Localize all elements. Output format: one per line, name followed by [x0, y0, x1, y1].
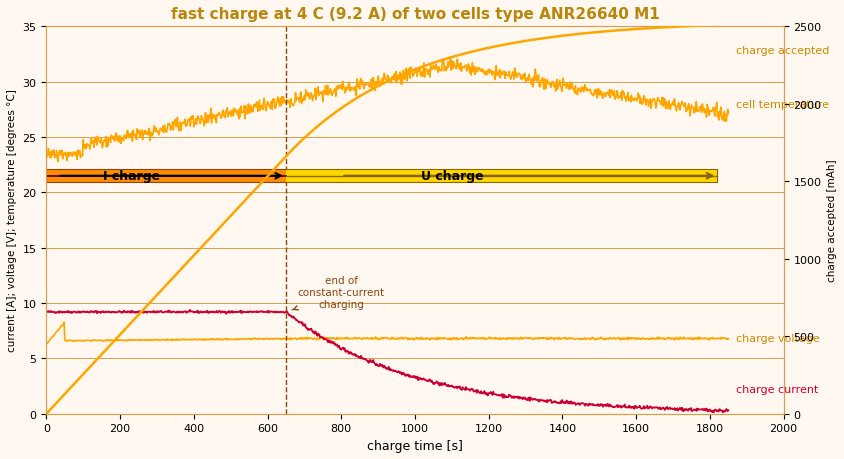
Bar: [286, 170, 717, 183]
Text: charge current: charge current: [736, 385, 818, 395]
Bar: [46, 170, 286, 183]
Y-axis label: current [A]; voltage [V]; temperature [degrees °C]: current [A]; voltage [V]; temperature [d…: [7, 90, 17, 352]
Text: end of
constant-current
charging: end of constant-current charging: [292, 276, 385, 310]
Title: fast charge at 4 C (9.2 A) of two cells type ANR26640 M1: fast charge at 4 C (9.2 A) of two cells …: [170, 7, 659, 22]
Text: charge accepted: charge accepted: [736, 45, 829, 56]
Text: charge voltage: charge voltage: [736, 334, 820, 344]
Text: U charge: U charge: [420, 169, 483, 182]
X-axis label: charge time [s]: charge time [s]: [367, 439, 463, 452]
Y-axis label: charge accepted [mAh]: charge accepted [mAh]: [827, 159, 837, 282]
Text: I charge: I charge: [103, 169, 160, 182]
Text: cell temperature: cell temperature: [736, 100, 829, 110]
